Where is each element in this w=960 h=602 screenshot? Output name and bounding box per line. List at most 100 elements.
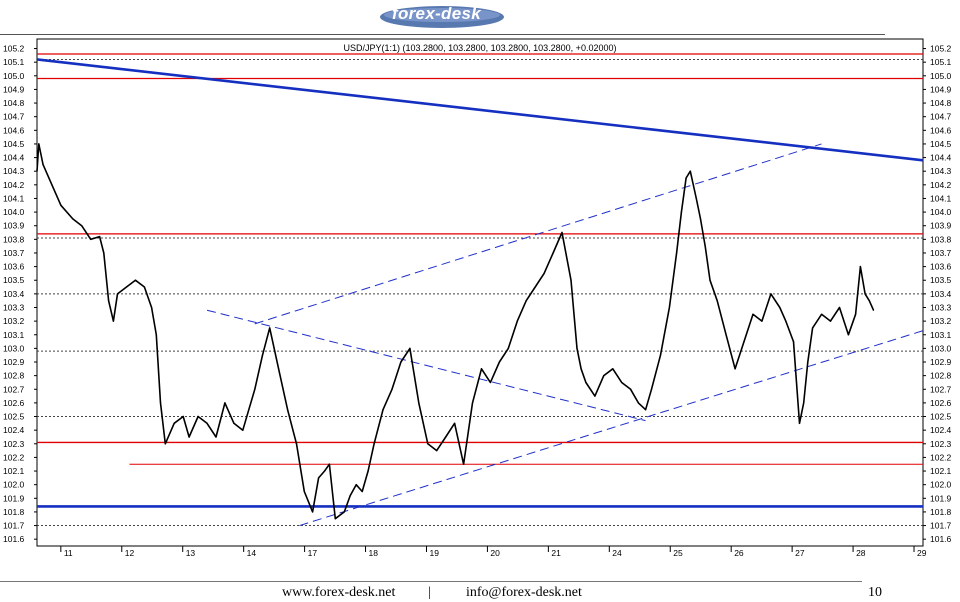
price-point — [188, 436, 190, 438]
price-point — [318, 477, 320, 479]
y-tick-label-right: 105.2 — [930, 44, 952, 54]
price-point — [812, 327, 814, 329]
price-point — [829, 320, 832, 322]
price-point — [462, 463, 465, 465]
y-tick-label-left: 105.1 — [3, 57, 25, 67]
x-tick-label: 24 — [612, 548, 622, 558]
price-point — [516, 320, 518, 322]
price-point — [323, 470, 326, 472]
price-point — [761, 320, 763, 322]
price-point — [709, 279, 711, 281]
price-point — [576, 347, 578, 349]
price-point — [644, 409, 647, 411]
price-point — [864, 293, 866, 295]
price-point — [349, 494, 351, 497]
x-tick-label: 29 — [917, 548, 927, 558]
y-tick-label-right: 104.6 — [930, 125, 952, 135]
y-tick-label-right: 104.4 — [930, 153, 952, 163]
footer-website-link[interactable]: www.forex-desk.net — [282, 585, 396, 600]
price-point — [391, 388, 393, 390]
y-tick-label-right: 102.0 — [930, 480, 952, 490]
price-point — [72, 218, 74, 220]
y-tick-label-right: 101.6 — [930, 534, 952, 544]
y-tick-label-left: 104.5 — [3, 139, 25, 149]
price-point — [254, 388, 256, 390]
y-tick-label-right: 102.7 — [930, 384, 952, 394]
y-tick-label-right: 103.1 — [930, 330, 952, 340]
price-point — [382, 409, 384, 411]
y-tick-label-right: 104.8 — [930, 98, 952, 108]
y-tick-label-left: 103.6 — [3, 262, 25, 272]
price-point — [51, 184, 53, 186]
price-point — [680, 211, 682, 213]
price-point — [373, 443, 375, 445]
y-tick-label-right: 103.0 — [930, 343, 952, 353]
y-tick-label-right: 105.0 — [930, 71, 952, 81]
price-point — [278, 368, 280, 370]
price-point — [242, 429, 244, 431]
price-point — [182, 415, 184, 418]
price-point — [752, 313, 754, 315]
y-tick-label-left: 104.4 — [3, 153, 25, 163]
price-point — [112, 320, 114, 322]
price-point — [685, 177, 687, 179]
x-tick-label: 18 — [369, 548, 379, 558]
price-point — [150, 306, 153, 309]
price-point — [224, 402, 226, 404]
y-tick-label-left: 103.9 — [3, 221, 25, 231]
y-tick-label-left: 102.1 — [3, 466, 25, 476]
price-point — [820, 313, 823, 315]
y-tick-label-right: 102.8 — [930, 371, 952, 381]
price-point — [716, 300, 718, 302]
y-tick-label-left: 104.1 — [3, 193, 25, 203]
y-tick-label-left: 102.7 — [3, 384, 25, 394]
x-tick-label: 27 — [795, 548, 805, 558]
price-point — [872, 309, 875, 311]
trendline-3 — [299, 330, 924, 527]
price-point — [659, 354, 662, 356]
y-tick-label-left: 103.1 — [3, 330, 25, 340]
x-tick-label: 21 — [551, 548, 561, 558]
y-tick-label-right: 102.5 — [930, 412, 952, 422]
price-point — [427, 443, 429, 445]
price-point — [418, 402, 420, 404]
price-point — [261, 354, 264, 356]
price-point — [355, 484, 357, 486]
y-tick-label-left: 104.0 — [3, 207, 25, 217]
price-point — [471, 402, 474, 404]
price-point — [343, 511, 345, 513]
footer-separator: | — [428, 585, 431, 600]
header-rule — [0, 34, 885, 35]
price-point — [103, 252, 105, 254]
price-point — [543, 272, 545, 275]
y-tick-label-left: 103.7 — [3, 248, 25, 258]
price-point — [233, 422, 235, 424]
price-point — [570, 279, 572, 281]
price-point — [400, 361, 402, 363]
price-point — [134, 279, 137, 281]
logo-badge — [380, 6, 504, 28]
price-point — [561, 231, 563, 234]
y-tick-label-left: 104.2 — [3, 180, 25, 190]
y-tick-label-left: 103.5 — [3, 275, 25, 285]
y-tick-label-right: 103.2 — [930, 316, 952, 326]
x-tick-label: 12 — [125, 548, 135, 558]
y-tick-label-right: 101.8 — [930, 507, 952, 517]
footer-email-link[interactable]: info@forex-desk.net — [466, 585, 582, 600]
footer: www.forex-desk.net | info@forex-desk.net… — [0, 585, 960, 601]
price-point — [367, 470, 369, 472]
price-point — [206, 422, 208, 424]
y-tick-label-left: 103.4 — [3, 289, 25, 299]
y-tick-label-left: 102.9 — [3, 357, 25, 367]
trendline-0 — [36, 58, 924, 162]
y-tick-label-left: 104.8 — [3, 98, 25, 108]
x-tick-label: 20 — [490, 548, 500, 558]
y-tick-label-right: 102.9 — [930, 357, 952, 367]
plot-frame — [36, 38, 924, 547]
y-tick-label-right: 101.7 — [930, 521, 952, 531]
y-tick-label-right: 102.4 — [930, 425, 952, 435]
y-tick-label-left: 102.8 — [3, 371, 25, 381]
price-point — [507, 347, 509, 349]
price-point — [197, 415, 199, 418]
y-tick-label-right: 103.6 — [930, 262, 952, 272]
